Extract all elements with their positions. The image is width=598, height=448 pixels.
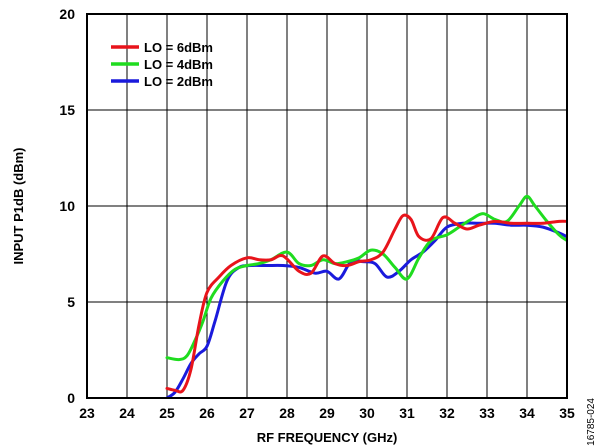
y-tick-label: 15 — [59, 102, 75, 118]
series-lines — [165, 194, 567, 398]
y-tick-label: 20 — [59, 6, 75, 22]
x-tick-label: 23 — [79, 405, 95, 421]
legend: LO = 6dBm LO = 4dBm LO = 2dBm — [111, 40, 213, 89]
y-axis-title: INPUT P1dB (dBm) — [11, 148, 26, 265]
x-tick-label: 32 — [439, 405, 455, 421]
x-tick-label: 28 — [279, 405, 295, 421]
x-tick-label: 33 — [479, 405, 495, 421]
x-tick-label: 34 — [519, 405, 535, 421]
plot-frame — [86, 13, 568, 399]
series-line-2 — [165, 194, 567, 362]
legend-label: LO = 4dBm — [144, 57, 213, 72]
legend-label: LO = 2dBm — [144, 74, 213, 89]
x-axis-title: RF FREQUENCY (GHz) — [257, 430, 398, 445]
legend-label: LO = 6dBm — [144, 40, 213, 55]
x-tick-label: 31 — [399, 405, 415, 421]
y-tick-label: 10 — [59, 198, 75, 214]
x-tick-label: 25 — [159, 405, 175, 421]
y-tick-label: 5 — [67, 294, 75, 310]
x-tick-label: 27 — [239, 405, 255, 421]
series-line-1 — [165, 213, 567, 394]
x-tick-label: 30 — [359, 405, 375, 421]
grid — [87, 14, 567, 398]
x-tick-label: 35 — [559, 405, 575, 421]
x-tick-label: 29 — [319, 405, 335, 421]
x-tick-label: 26 — [199, 405, 215, 421]
y-tick-label: 0 — [67, 390, 75, 406]
x-tick-label: 24 — [119, 405, 135, 421]
tick-labels: 23 24 25 26 27 28 29 30 31 32 33 34 35 0 5 10 15 20 — [59, 6, 575, 421]
figure-id: 16785-024 — [586, 398, 597, 446]
